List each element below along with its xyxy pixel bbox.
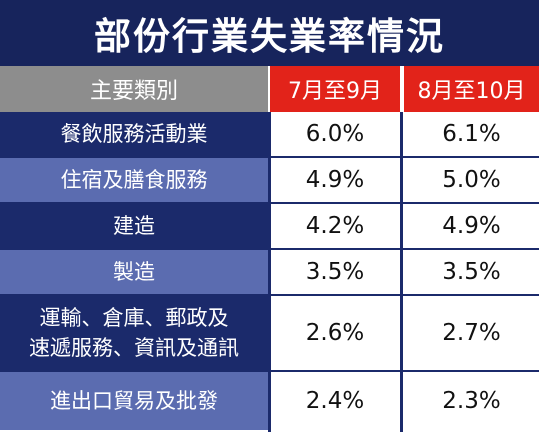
header-period-jul-sep: 7月至9月: [270, 66, 400, 112]
row-category-2: 住宿及膳食服務: [0, 158, 268, 202]
row-category-4: 製造: [0, 250, 268, 294]
row-value-jul-sep-1: 6.0%: [270, 112, 400, 156]
header-period-aug-oct: 8月至10月: [404, 66, 539, 112]
row-value-aug-oct-2: 5.0%: [404, 158, 539, 202]
column-divider-2: [400, 112, 403, 432]
row-category-1: 餐飲服務活動業: [0, 112, 268, 156]
header-category: 主要類別: [0, 66, 268, 112]
row-category-3: 建造: [0, 204, 268, 248]
table-title: 部份行業失業率情況: [0, 0, 539, 66]
row-value-aug-oct-5: 2.7%: [404, 296, 539, 370]
row-value-jul-sep-2: 4.9%: [270, 158, 400, 202]
row-value-jul-sep-6: 2.4%: [270, 372, 400, 430]
row-value-jul-sep-3: 4.2%: [270, 204, 400, 248]
row-category-5: 運輸、倉庫、郵政及 速遞服務、資訊及通訊: [0, 296, 268, 370]
column-divider-1: [268, 112, 271, 432]
row-category-6: 進出口貿易及批發: [0, 372, 268, 430]
row-value-aug-oct-4: 3.5%: [404, 250, 539, 294]
row-value-aug-oct-6: 2.3%: [404, 372, 539, 430]
row-value-jul-sep-4: 3.5%: [270, 250, 400, 294]
row-value-jul-sep-5: 2.6%: [270, 296, 400, 370]
row-value-aug-oct-1: 6.1%: [404, 112, 539, 156]
row-value-aug-oct-3: 4.9%: [404, 204, 539, 248]
